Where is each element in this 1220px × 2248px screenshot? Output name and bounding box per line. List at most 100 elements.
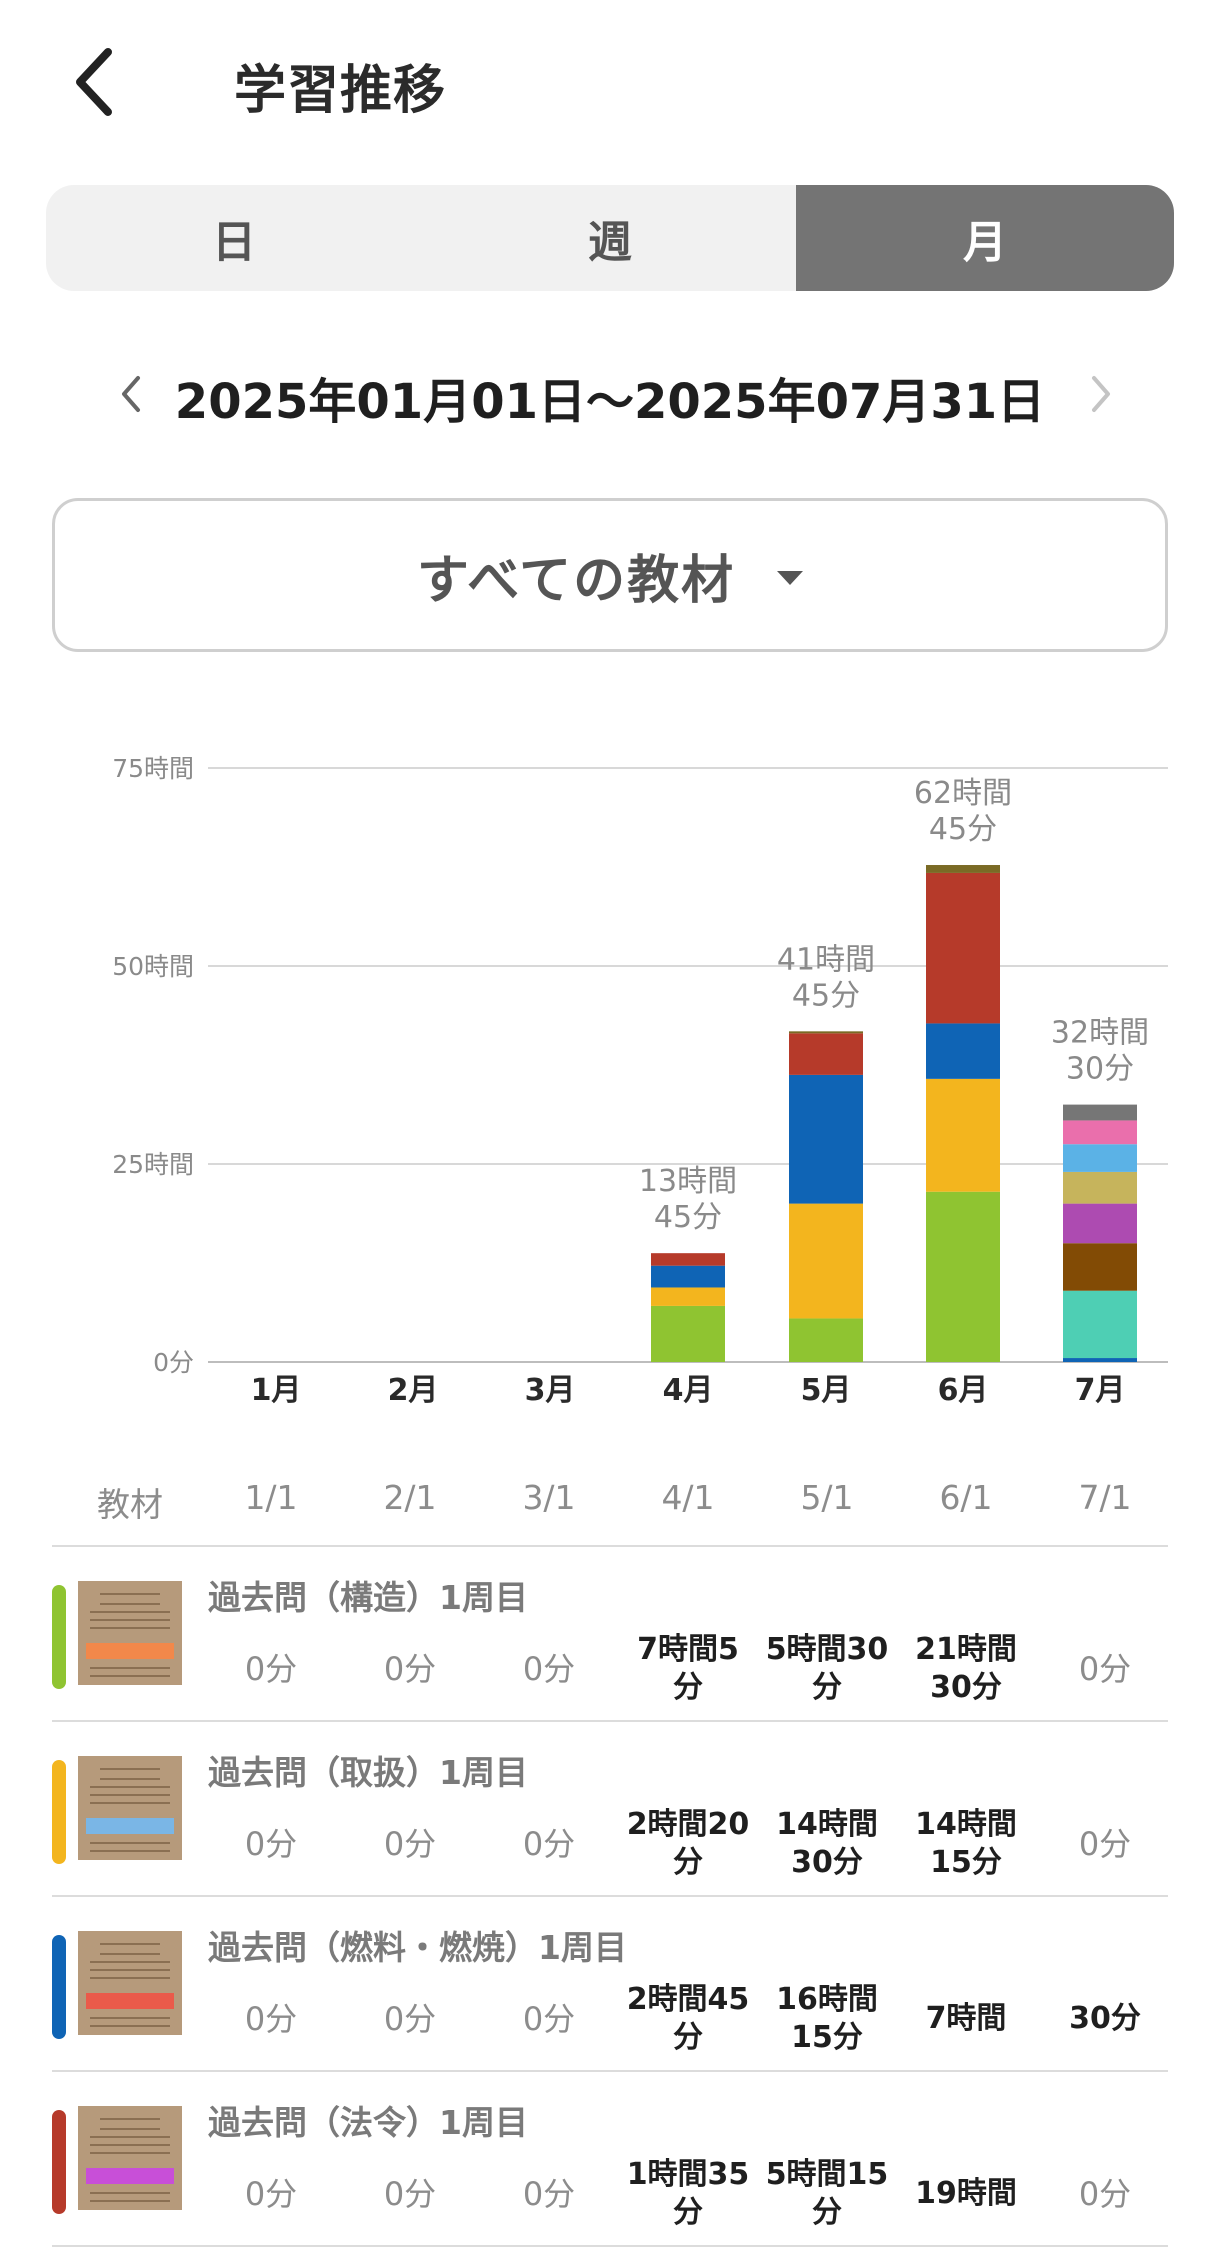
material-color-indicator xyxy=(52,1760,66,1864)
time-cell: 5時間30 分 xyxy=(758,1629,896,1709)
bar-segment xyxy=(789,1203,863,1319)
time-cell-line1: 16時間 xyxy=(776,1982,878,2017)
column-header-jun: 6/1 xyxy=(939,1478,993,1517)
material-dropdown[interactable]: すべての教材 xyxy=(52,498,1168,652)
time-cell-text: 5時間15 分 xyxy=(766,2156,889,2232)
thumbnail-text-line xyxy=(90,1675,170,1677)
x-tick-label: 1月 xyxy=(251,1373,302,1408)
time-cell: 5時間15 分 xyxy=(758,2154,896,2234)
time-cell-text: 0分 xyxy=(384,2175,436,2213)
next-period-button[interactable] xyxy=(1080,372,1120,416)
material-color-indicator xyxy=(52,1935,66,2039)
time-cell-line1: 0分 xyxy=(244,1825,298,1863)
time-cell-line2: 分 xyxy=(673,1845,703,1880)
time-cell-line1: 14時間 xyxy=(776,1807,878,1842)
bar-segment xyxy=(926,1191,1000,1362)
column-header-apr: 4/1 xyxy=(661,1478,715,1517)
time-cell: 0分 xyxy=(341,1804,479,1884)
time-cell-line1: 7時間5 xyxy=(637,1632,739,1667)
time-cell-text: 0分 xyxy=(245,2000,297,2038)
thumbnail-text-line xyxy=(90,2192,170,2194)
time-cell-text: 30分 xyxy=(1069,2000,1141,2038)
time-cell: 21時間 30分 xyxy=(897,1629,1035,1709)
thumbnail-text-line xyxy=(90,1961,170,1963)
table-row[interactable]: 過去問（法令）1周目 0分 0分 0分 1時間35 分 5時間15 分 19時間 0分 xyxy=(0,2072,1220,2246)
date-range-label: 2025年01月01日〜2025年07月31日 xyxy=(174,374,1046,430)
time-cell: 0分 xyxy=(1036,2154,1174,2234)
time-cell: 0分 xyxy=(1036,1804,1174,1884)
row-divider xyxy=(52,1895,1168,1897)
time-cell-line1: 1時間35 xyxy=(626,2157,750,2192)
time-cell: 0分 xyxy=(202,1979,340,2059)
thumbnail-text-line xyxy=(90,2136,170,2138)
y-tick-label: 25時間 xyxy=(112,1150,194,1179)
time-cell-line1: 0分 xyxy=(244,2000,298,2038)
column-header-mar: 3/1 xyxy=(522,1478,576,1517)
thumbnail-text-line xyxy=(90,1627,170,1629)
table-row[interactable]: 過去問（取扱）1周目 0分 0分 0分 2時間20 分 14時間 30分 14時間 15分 0分 xyxy=(0,1722,1220,1896)
time-cell-line1: 0分 xyxy=(522,2175,576,2213)
thumbnail-text-line xyxy=(90,2144,170,2146)
tab-week[interactable]: 週 xyxy=(588,217,632,268)
bar-total-label: 41時間 xyxy=(777,942,875,977)
time-cell-line1: 0分 xyxy=(383,1825,437,1863)
time-cell-line2: 分 xyxy=(673,1670,703,1705)
time-cell: 30分 xyxy=(1036,1979,1174,2059)
page-title: 学習推移 xyxy=(234,61,447,121)
thumbnail-text-line xyxy=(90,1619,170,1621)
tab-day[interactable]: 日 xyxy=(212,217,256,268)
time-cell: 19時間 xyxy=(897,2154,1035,2234)
material-title: 過去問（取扱）1周目 xyxy=(208,1753,528,1792)
time-cell-text: 7時間 xyxy=(926,2000,1007,2038)
time-cell-line2: 分 xyxy=(812,1670,842,1705)
bar-total-label: 45分 xyxy=(929,812,997,847)
back-button[interactable] xyxy=(62,42,132,122)
time-cell-text: 0分 xyxy=(245,2175,297,2213)
time-cell: 0分 xyxy=(480,1629,618,1709)
time-cell: 0分 xyxy=(480,2154,618,2234)
material-thumbnail xyxy=(78,1931,182,2035)
time-cell: 2時間20 分 xyxy=(619,1804,757,1884)
bar-segment xyxy=(926,1023,1000,1079)
bar-segment xyxy=(1063,1243,1137,1291)
time-cell-line1: 0分 xyxy=(1078,1650,1132,1688)
x-tick-label: 3月 xyxy=(525,1373,576,1408)
time-cell: 0分 xyxy=(341,2154,479,2234)
material-title: 過去問（構造）1周目 xyxy=(208,1578,528,1617)
bar-segment xyxy=(1063,1290,1137,1359)
time-cell: 7時間5 分 xyxy=(619,1629,757,1709)
thumbnail-text-line xyxy=(90,1611,170,1613)
x-tick-label: 4月 xyxy=(663,1373,714,1408)
time-cell-line2: 30分 xyxy=(930,1670,1002,1705)
time-cell-line2: 15分 xyxy=(930,1845,1002,1880)
chevron-left-icon xyxy=(76,48,112,116)
bar-segment xyxy=(789,1031,863,1034)
thumbnail-text-line xyxy=(100,1593,160,1595)
time-cell-text: 5時間30 分 xyxy=(766,1631,889,1707)
bar-segment xyxy=(651,1253,725,1266)
tab-month[interactable]: 月 xyxy=(796,185,1174,291)
bar-segment xyxy=(1063,1120,1137,1145)
y-tick-label: 50時間 xyxy=(112,952,194,981)
column-header-material: 教材 xyxy=(97,1485,163,1524)
time-cell: 0分 xyxy=(202,1629,340,1709)
time-cell-line1: 19時間 xyxy=(915,2176,1017,2211)
previous-period-button[interactable] xyxy=(112,372,152,416)
time-cell-text: 0分 xyxy=(384,1825,436,1863)
bar-segment xyxy=(789,1033,863,1075)
time-cell-text: 0分 xyxy=(384,1650,436,1688)
thumbnail-text-line xyxy=(90,1786,170,1788)
time-cell-line1: 2時間20 xyxy=(626,1807,750,1842)
column-header-may: 5/1 xyxy=(800,1478,854,1517)
bar-segment xyxy=(651,1305,725,1362)
material-color-indicator xyxy=(52,2110,66,2214)
time-cell-text: 7時間5 分 xyxy=(637,1631,739,1707)
bar-segment xyxy=(1063,1144,1137,1172)
table-row[interactable]: 過去問（燃料・燃焼）1周目 0分 0分 0分 2時間45 分 16時間 15分 7時間 30分 xyxy=(0,1897,1220,2071)
time-cell-text: 0分 xyxy=(523,2000,575,2038)
time-cell-text: 2時間20 分 xyxy=(627,1806,750,1882)
table-row[interactable]: 過去問（構造）1周目 0分 0分 0分 7時間5 分 5時間30 分 21時間 30分 0分 xyxy=(0,1547,1220,1721)
time-cell-line2: 15分 xyxy=(791,2020,863,2055)
row-divider xyxy=(52,2070,1168,2072)
material-color-indicator xyxy=(52,1585,66,1689)
